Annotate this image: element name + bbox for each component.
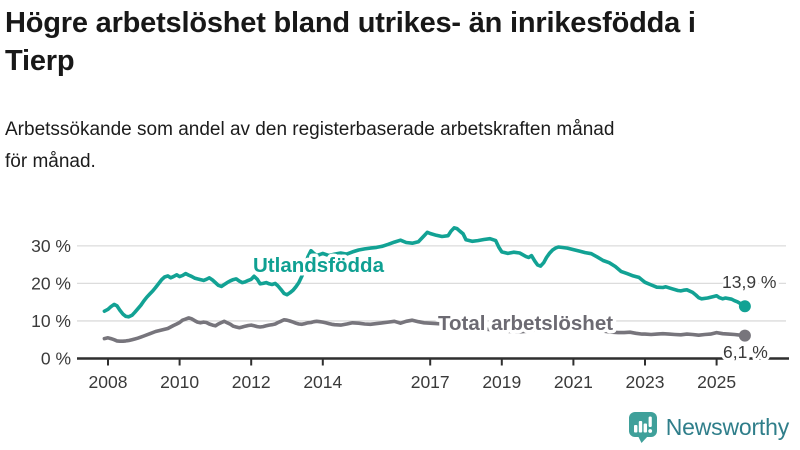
page-title-line1: Högre arbetslöshet bland utrikes- än inr…: [5, 7, 696, 39]
y-tick-label: 30 %: [31, 236, 71, 256]
y-tick-label: 20 %: [31, 273, 71, 293]
y-tick-label: 0 %: [41, 349, 71, 369]
x-tick-label: 2017: [411, 372, 450, 392]
page-title-line2: Tierp: [5, 45, 75, 78]
page-subtitle: Arbetssökande som andel av den registerb…: [5, 114, 797, 178]
x-tick-label: 2008: [89, 372, 128, 392]
series-end-value-label: 13,9 %: [722, 272, 776, 292]
page-title: Högre arbetslöshet bland utrikes- än inr…: [5, 4, 797, 81]
series-label: Total arbetslöshet: [438, 312, 613, 335]
page-subtitle-line1: Arbetssökande som andel av den registerb…: [5, 119, 615, 140]
series-line: [102, 225, 747, 319]
x-tick-label: 2021: [554, 372, 593, 392]
line-chart: 2008 2010 2012 2014 2017 2019 2021 2023 2025 0 % 1…: [0, 195, 800, 405]
series-label: Utlandsfödda: [253, 254, 385, 277]
line-chart-canvas: 2008 2010 2012 2014 2017 2019 2021 2023 2025 0 % 1…: [31, 225, 789, 392]
x-tick-label: 2014: [303, 372, 342, 392]
x-tick-label: 2025: [697, 372, 736, 392]
x-tick-label: 2010: [160, 372, 199, 392]
newsworthy-logo: Newsworthy: [628, 411, 789, 443]
series-end-dot: [738, 300, 751, 313]
newsworthy-logo-icon: [628, 412, 657, 443]
y-tick-label: 10 %: [31, 311, 71, 331]
x-tick-label: 2023: [626, 372, 665, 392]
x-tick-label: 2019: [482, 372, 521, 392]
newsworthy-logo-text: Newsworthy: [665, 413, 789, 440]
x-tick-label: 2012: [232, 372, 271, 392]
series-end-value-label: 6,1 %: [723, 342, 768, 362]
page-subtitle-line2: för månad.: [5, 150, 96, 172]
series-end-dot: [738, 329, 751, 342]
series-line: [102, 316, 747, 343]
